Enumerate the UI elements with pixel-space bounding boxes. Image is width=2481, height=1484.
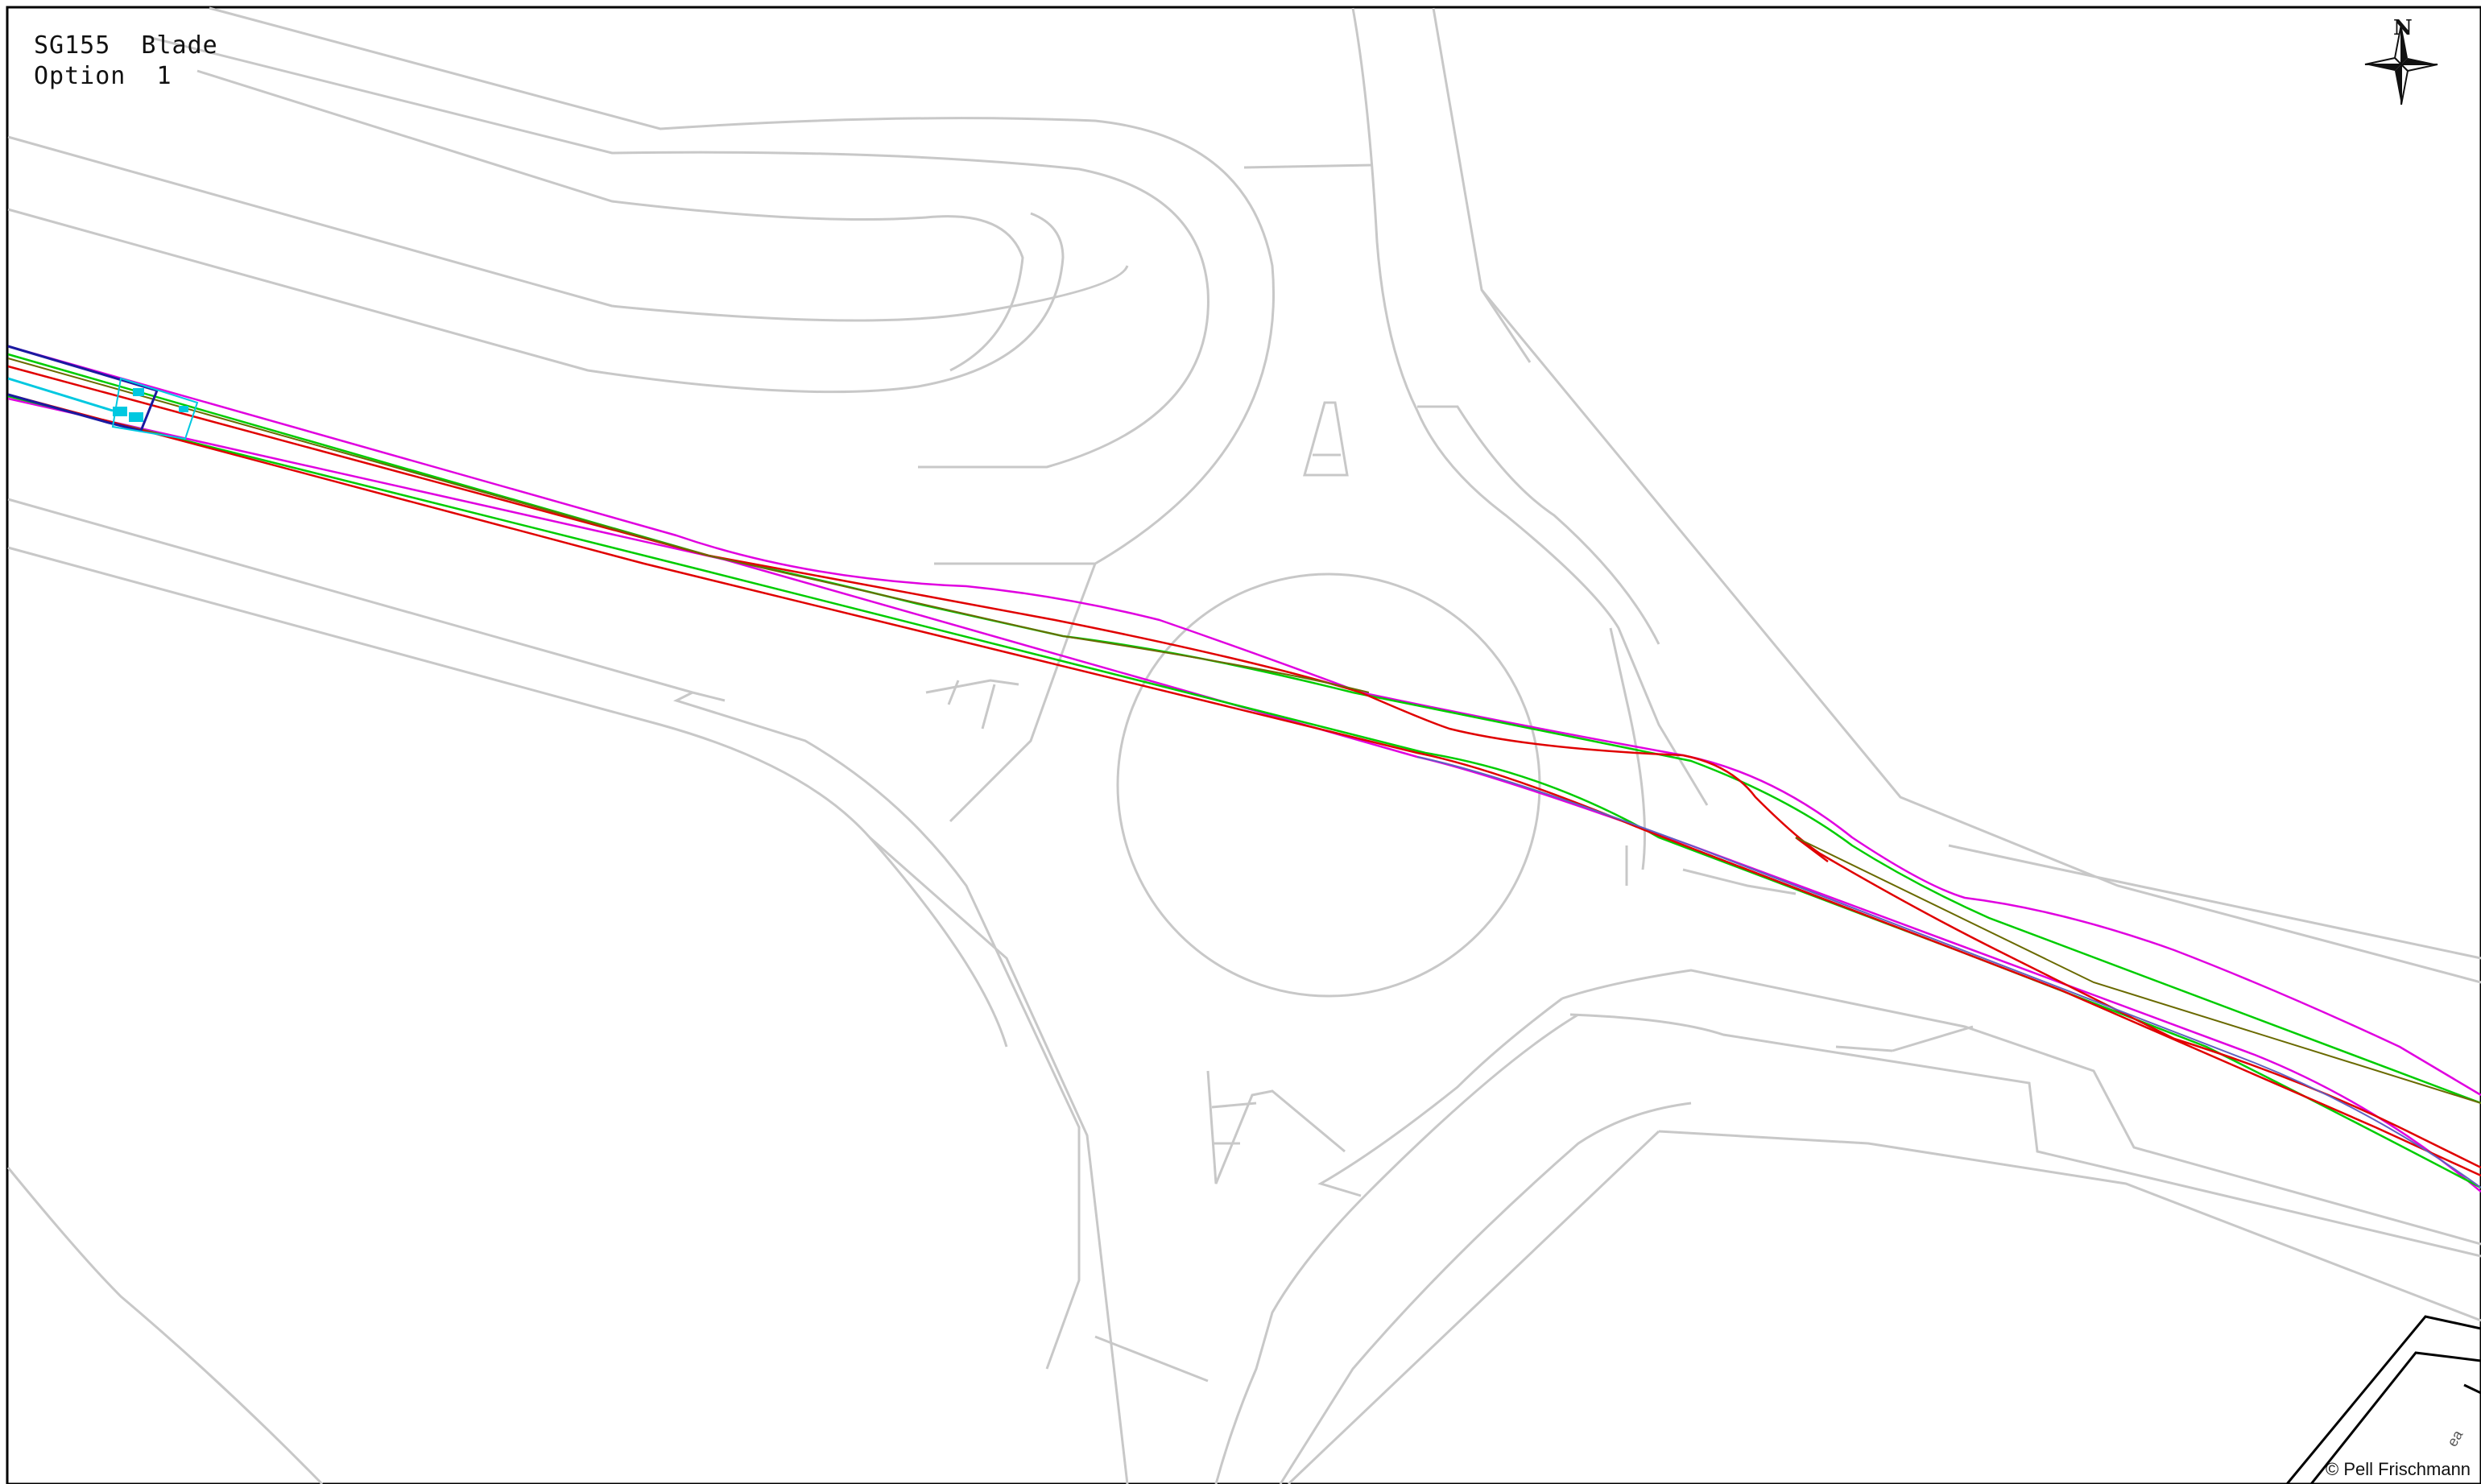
north-label: N: [2393, 16, 2413, 40]
roundabout-island: [1116, 573, 1541, 998]
copyright-notice: © Pell Frischmann: [2326, 1459, 2471, 1479]
drawing-title: SG155 Blade: [34, 31, 218, 60]
site-boundary: [2285, 1315, 2481, 1484]
base-map-linework: [6, 6, 2481, 1484]
title-block: SG155 Blade Option 1: [34, 31, 218, 92]
drawing-subtitle: Option 1: [34, 62, 172, 90]
swept-path-red: [7, 365, 2481, 1177]
swept-path-blue: [1416, 756, 2481, 1188]
drawing-border: [6, 6, 2481, 1484]
swept-path-green: [7, 353, 2481, 1189]
swept-path-magenta: [7, 345, 2481, 1193]
swept-path-olive: [7, 358, 2481, 1104]
vehicle-outline: [7, 345, 199, 440]
compass-rose-icon: [2364, 23, 2438, 105]
